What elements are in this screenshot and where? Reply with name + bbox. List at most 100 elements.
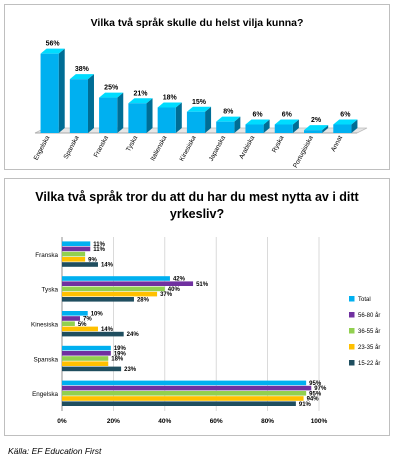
data-label: 94%	[307, 397, 320, 403]
bar-kinesiska-1	[62, 316, 80, 321]
column-annat	[333, 119, 358, 133]
chart-title: Vilka två språk skulle du helst vilja ku…	[90, 17, 304, 29]
data-label: 51%	[196, 282, 209, 288]
bar-kinesiska-2	[62, 321, 75, 326]
category-label: Portugisiska	[292, 134, 315, 169]
column-top	[99, 92, 124, 98]
column-japanska	[216, 116, 241, 133]
column-front	[186, 111, 206, 133]
column-franska	[99, 92, 124, 133]
bar-engelska-2	[62, 391, 307, 396]
column-engelska	[40, 48, 65, 133]
data-label: 11%	[93, 242, 105, 248]
bar-spanska-1	[62, 351, 111, 356]
column-top	[216, 116, 241, 122]
data-label: 6%	[340, 112, 351, 119]
bar-franska-3	[62, 257, 86, 262]
bar-engelska-1	[62, 385, 312, 391]
column-top	[333, 119, 358, 125]
data-label: 14%	[101, 263, 114, 269]
column-top	[245, 119, 270, 125]
data-label: 6%	[252, 112, 263, 119]
bar-spanska-4	[62, 366, 122, 372]
category-label: Ryska	[271, 134, 286, 154]
data-label: 18%	[111, 357, 124, 363]
legend-label: 23-35 år	[358, 344, 380, 351]
legend-swatch	[349, 344, 355, 350]
column-side	[87, 74, 94, 133]
column-side	[351, 119, 358, 133]
column-top	[304, 125, 329, 131]
column-front	[69, 79, 88, 133]
x-tick-label: 40%	[158, 418, 171, 425]
column-top	[40, 48, 65, 54]
x-tick-label: 100%	[311, 418, 328, 425]
data-label: 11%	[93, 247, 105, 253]
x-tick-label: 80%	[261, 418, 274, 425]
chart-panel-useful-languages: Vilka två språk tror du att du har du me…	[4, 178, 390, 436]
legend-label: 36-55 år	[358, 328, 380, 335]
column-front	[99, 97, 118, 133]
data-label: 95%	[309, 381, 322, 387]
source-note: Källa: EF Education First	[8, 446, 102, 456]
data-label: 21%	[133, 90, 148, 97]
legend-label: 56-80 år	[358, 312, 380, 319]
data-label: 37%	[160, 292, 173, 298]
column-side	[322, 125, 329, 133]
data-label: 10%	[91, 311, 104, 317]
data-label: 6%	[282, 112, 293, 119]
x-tick-label: 0%	[57, 418, 67, 425]
column-side	[58, 48, 65, 133]
category-label: Annat	[330, 134, 344, 152]
column-side	[117, 92, 124, 133]
column-front	[304, 130, 323, 133]
legend-swatch	[349, 312, 355, 318]
chart-panel-preferred-languages: Vilka två språk skulle du helst vilja ku…	[4, 4, 390, 170]
bar-kinesiska-3	[62, 326, 98, 332]
x-tick-label: 60%	[210, 418, 223, 425]
data-label: 23%	[124, 367, 137, 373]
bar-franska-2	[62, 251, 86, 257]
column-italienska	[157, 102, 182, 133]
category-label: Franska	[35, 252, 58, 259]
column-chart: 56% Engelska 38% Spanska 25% Franska 21% Tyska 1…	[33, 41, 368, 169]
data-label: 97%	[314, 386, 327, 392]
data-label: 91%	[299, 402, 312, 408]
bar-tyska-1	[62, 281, 194, 286]
data-label: 28%	[137, 297, 150, 303]
bar-tyska-2	[62, 286, 165, 292]
column-front	[157, 107, 176, 133]
column-front	[245, 124, 264, 133]
column-side	[292, 119, 299, 133]
data-label: 5%	[78, 322, 87, 328]
column-front	[333, 124, 352, 133]
category-label: Spanska	[63, 134, 81, 160]
data-label: 2%	[311, 117, 322, 124]
bar-franska-1	[62, 246, 91, 252]
category-label: Kinesiska	[31, 322, 58, 329]
data-label: 42%	[173, 277, 186, 283]
column-side	[146, 98, 153, 133]
column-front	[128, 103, 147, 133]
column-front	[274, 124, 293, 133]
bar-kinesiska-4	[62, 331, 124, 337]
column-side	[175, 102, 182, 133]
data-label: 8%	[223, 109, 234, 116]
column-top	[69, 74, 94, 80]
category-label: Japanska	[208, 134, 227, 162]
bar-kinesiska-0	[62, 311, 88, 316]
data-label: 95%	[309, 391, 322, 397]
bar-spanska-3	[62, 361, 109, 366]
legend-label: 15-22 år	[358, 360, 380, 367]
bar-chart: 0% 20% 40% 60% 80% 100% Franska 11%11% 9% 14% Tysk…	[31, 237, 380, 425]
column-side	[205, 106, 212, 133]
data-label: 18%	[163, 95, 178, 102]
column-portugisiska	[304, 125, 329, 133]
data-label: 25%	[104, 85, 119, 92]
chart-title: Vilka två språk tror du att du har du me…	[35, 190, 359, 221]
category-label: Engelska	[32, 391, 58, 398]
column-front	[216, 121, 235, 133]
column-top	[157, 102, 182, 108]
column-tyska	[128, 98, 153, 133]
legend-swatch	[349, 360, 355, 366]
